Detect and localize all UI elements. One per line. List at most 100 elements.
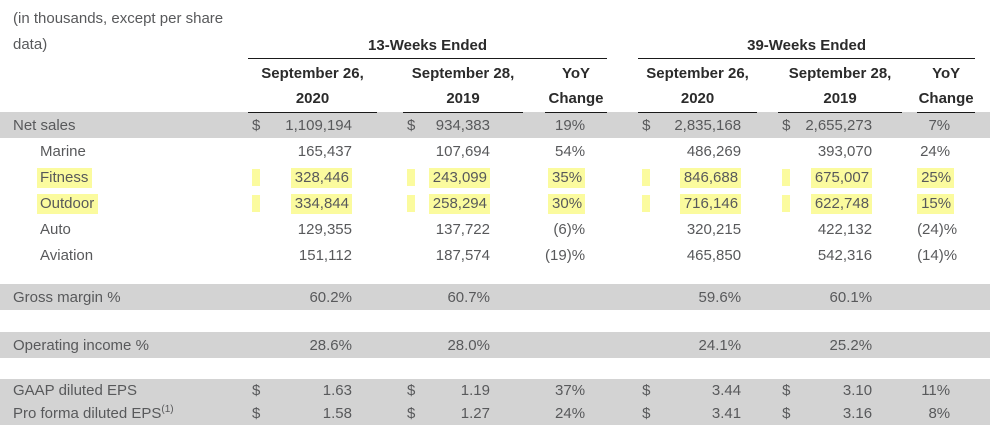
financial-results-table: (in thousands, except per share data) 13… bbox=[0, 0, 990, 425]
dollar-sign: $ bbox=[642, 382, 651, 399]
highlight-mark bbox=[642, 168, 651, 186]
highlight-mark bbox=[782, 168, 791, 186]
cell-value: 542,316 bbox=[817, 246, 873, 264]
row-auto: Auto 129,355 137,722 (6)% 320,215 422,13… bbox=[0, 216, 990, 242]
highlight-mark bbox=[642, 194, 651, 212]
col-header-sep26-2020-q: September 26, 2020 bbox=[248, 58, 377, 113]
cell-value: 3.10 bbox=[842, 382, 873, 399]
spacer bbox=[757, 112, 778, 138]
spacer bbox=[757, 164, 778, 190]
spacer bbox=[377, 379, 403, 402]
spacer bbox=[607, 284, 638, 310]
col-header-year: 2019 bbox=[823, 89, 857, 107]
spacer bbox=[523, 332, 545, 358]
spacer bbox=[523, 379, 545, 402]
dollar-cell bbox=[248, 216, 272, 242]
dollar-cell bbox=[248, 284, 272, 310]
cell-value: 2,655,273 bbox=[805, 116, 873, 134]
spacer bbox=[607, 216, 638, 242]
cell-value: 165,437 bbox=[297, 142, 352, 160]
dollar-cell bbox=[248, 332, 272, 358]
cell-yoy: 19% bbox=[555, 116, 586, 134]
dollar-cell bbox=[248, 138, 272, 164]
col-header-date: September 26, bbox=[261, 64, 364, 82]
spacer bbox=[377, 242, 403, 268]
dollar-cell bbox=[403, 332, 427, 358]
col-header-date: September 28, bbox=[411, 64, 515, 82]
dollar-cell bbox=[778, 190, 802, 216]
spacer bbox=[902, 190, 917, 216]
dollar-cell bbox=[248, 190, 272, 216]
spacer bbox=[523, 164, 545, 190]
highlighted-label: Outdoor bbox=[37, 193, 99, 214]
spacer-row bbox=[0, 310, 990, 332]
cell-value: 187,574 bbox=[435, 246, 490, 264]
spacer bbox=[607, 112, 638, 138]
caption-line-1: (in thousands, except per share bbox=[13, 10, 224, 27]
row-marine: Marine 165,437 107,694 54% 486,269 393,0… bbox=[0, 138, 990, 164]
cell-yoy: (24)% bbox=[917, 220, 958, 238]
dollar-sign: $ bbox=[407, 116, 416, 134]
dollar-sign: $ bbox=[782, 405, 791, 422]
cell-yoy: 7% bbox=[928, 116, 951, 134]
cell-value: 59.6% bbox=[698, 288, 742, 306]
spacer bbox=[757, 332, 778, 358]
dollar-sign: $ bbox=[407, 382, 416, 399]
spacer bbox=[975, 402, 990, 425]
cell-value: 3.41 bbox=[711, 405, 742, 422]
dollar-cell bbox=[403, 138, 427, 164]
spacer bbox=[523, 402, 545, 425]
spacer bbox=[523, 284, 545, 310]
dollar-cell bbox=[778, 164, 802, 190]
dollar-cell bbox=[638, 284, 662, 310]
spacer bbox=[757, 379, 778, 402]
dollar-cell bbox=[778, 284, 802, 310]
dollar-sign: $ bbox=[252, 382, 261, 399]
dollar-cell bbox=[403, 284, 427, 310]
spacer bbox=[975, 190, 990, 216]
cell-value: 60.2% bbox=[309, 288, 352, 306]
cell-label: Gross margin % bbox=[13, 288, 121, 306]
spacer bbox=[377, 216, 403, 242]
col-header-yoy-ytd: YoY Change bbox=[917, 58, 976, 113]
col-header-year: 2020 bbox=[680, 89, 715, 107]
cell-label: Operating income % bbox=[13, 336, 149, 354]
highlight-mark bbox=[407, 194, 415, 212]
spacer bbox=[377, 190, 403, 216]
dollar-cell bbox=[403, 242, 427, 268]
row-gaap-diluted-eps: GAAP diluted EPS $ 1.63 $ 1.19 37% $ 3.4… bbox=[0, 379, 990, 402]
dollar-sign: $ bbox=[642, 116, 651, 134]
group-header-39-weeks: 39-Weeks Ended bbox=[638, 0, 976, 59]
spacer bbox=[975, 284, 990, 310]
spacer bbox=[523, 190, 545, 216]
cell-yoy bbox=[545, 284, 607, 310]
cell-value: 107,694 bbox=[435, 142, 490, 160]
cell-value: 1.27 bbox=[460, 405, 490, 422]
row-gross-margin: Gross margin % 60.2% 60.7% 59.6% 60.1% bbox=[0, 284, 990, 310]
cell-value: 1,109,194 bbox=[285, 116, 352, 134]
spacer bbox=[607, 190, 638, 216]
spacer bbox=[377, 332, 403, 358]
row-net-sales: Net sales $ 1,109,194 $ 934,383 19% $ 2,… bbox=[0, 112, 990, 138]
spacer bbox=[377, 402, 403, 425]
cell-value: 28.6% bbox=[309, 336, 352, 354]
cell-value: 137,722 bbox=[435, 220, 490, 238]
spacer bbox=[523, 58, 545, 112]
spacer bbox=[377, 138, 403, 164]
cell-label: Auto bbox=[40, 220, 71, 238]
spacer bbox=[757, 58, 778, 112]
cell-label: Aviation bbox=[40, 246, 94, 264]
cell-value: 24.1% bbox=[698, 336, 742, 354]
cell-value: 328,446 bbox=[272, 164, 377, 190]
col-header-yoy-line1: YoY bbox=[932, 64, 961, 82]
column-header-row: September 26, 2020 September 28, 2019 Yo… bbox=[0, 58, 990, 113]
spacer bbox=[607, 138, 638, 164]
cell-value: 151,112 bbox=[298, 246, 352, 264]
cell-value: 60.1% bbox=[829, 288, 873, 306]
spacer bbox=[607, 402, 638, 425]
spacer bbox=[902, 112, 917, 138]
dollar-sign: $ bbox=[252, 405, 261, 422]
cell-yoy: 30% bbox=[545, 190, 607, 216]
cell-value: 3.44 bbox=[711, 382, 742, 399]
cell-yoy: 15% bbox=[917, 190, 975, 216]
